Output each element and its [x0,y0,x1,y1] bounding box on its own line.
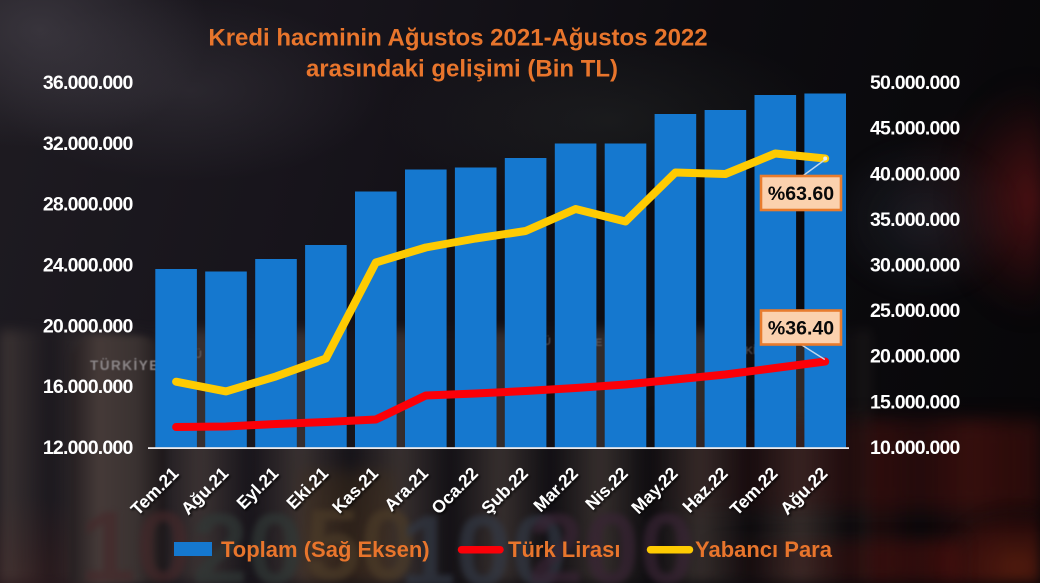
svg-text:Haz.22: Haz.22 [678,463,732,517]
svg-text:32.000.000: 32.000.000 [43,133,134,155]
svg-text:Yabancı Para: Yabancı Para [695,537,833,562]
svg-text:arasındaki gelişimi (Bin TL): arasındaki gelişimi (Bin TL) [306,56,618,83]
svg-text:25.000.000: 25.000.000 [870,300,961,322]
svg-text:Nis.22: Nis.22 [581,463,632,514]
svg-text:Eyl.21: Eyl.21 [232,463,282,513]
svg-text:28.000.000: 28.000.000 [43,194,134,216]
svg-text:Kredi hacminin Ağustos 2021-Ağ: Kredi hacminin Ağustos 2021-Ağustos 2022 [208,25,707,52]
svg-text:50.000.000: 50.000.000 [870,72,961,94]
svg-text:20.000.000: 20.000.000 [43,315,134,337]
svg-text:Şub.22: Şub.22 [477,463,532,518]
svg-text:Ağu.22: Ağu.22 [776,463,832,519]
svg-text:%36.40: %36.40 [768,318,834,340]
svg-text:40.000.000: 40.000.000 [870,163,961,185]
svg-text:Kas.21: Kas.21 [328,463,382,517]
svg-text:Eki.21: Eki.21 [282,463,332,513]
svg-text:Mar.22: Mar.22 [529,463,582,516]
svg-text:24.000.000: 24.000.000 [43,255,134,277]
svg-text:15.000.000: 15.000.000 [870,391,961,413]
svg-text:May.22: May.22 [627,463,682,518]
svg-text:16.000.000: 16.000.000 [43,376,134,398]
svg-text:36.000.000: 36.000.000 [43,72,134,94]
svg-text:Türk Lirası: Türk Lirası [508,537,620,562]
svg-text:%63.60: %63.60 [768,183,834,205]
svg-text:Ağu.21: Ağu.21 [177,463,233,519]
svg-text:12.000.000: 12.000.000 [43,437,134,459]
svg-text:Tem.22: Tem.22 [726,463,782,519]
svg-text:35.000.000: 35.000.000 [870,209,961,231]
svg-text:Tem.21: Tem.21 [127,463,183,519]
svg-text:30.000.000: 30.000.000 [870,255,961,277]
svg-text:Oca.22: Oca.22 [427,463,482,518]
svg-text:10.000.000: 10.000.000 [870,437,961,459]
svg-text:Ara.21: Ara.21 [380,463,432,515]
svg-text:Toplam (Sağ Eksen): Toplam (Sağ Eksen) [221,537,430,562]
svg-text:20.000.000: 20.000.000 [870,346,961,368]
svg-text:45.000.000: 45.000.000 [870,118,961,140]
